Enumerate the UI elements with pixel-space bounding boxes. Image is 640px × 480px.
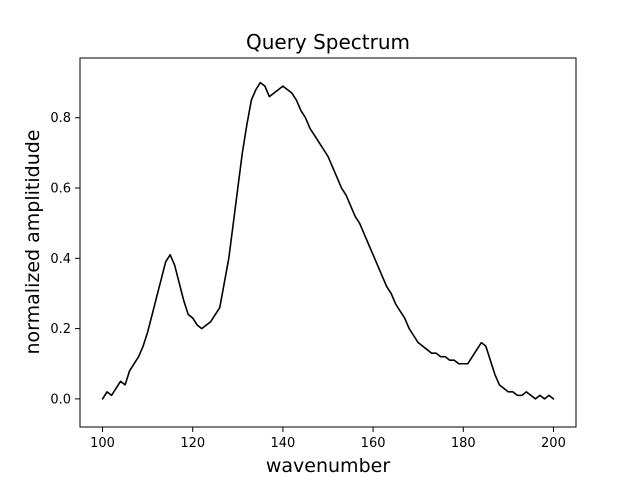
y-axis: 0.0 0.2 0.4 0.6 0.8 bbox=[50, 111, 80, 407]
x-tick-label: 140 bbox=[270, 436, 295, 451]
y-tick-label: 0.6 bbox=[50, 182, 71, 197]
y-tick-label: 0.8 bbox=[50, 111, 71, 126]
chart-title: Query Spectrum bbox=[246, 30, 410, 54]
x-tick-label: 180 bbox=[451, 436, 476, 451]
x-axis: 100 120 140 160 180 200 bbox=[90, 427, 566, 451]
series-line bbox=[101, 81, 555, 400]
x-axis-label: wavenumber bbox=[266, 455, 390, 477]
x-tick-label: 200 bbox=[541, 436, 566, 451]
plot-area bbox=[79, 57, 577, 428]
y-tick-label: 0.0 bbox=[50, 392, 71, 407]
plot-background bbox=[80, 58, 576, 427]
y-tick-label: 0.4 bbox=[50, 252, 71, 267]
y-axis-label: normalized amplitidude bbox=[22, 130, 44, 355]
plot-frame bbox=[79, 57, 577, 428]
x-tick-label: 120 bbox=[180, 436, 205, 451]
y-tick-label: 0.2 bbox=[50, 322, 71, 337]
x-tick-label: 160 bbox=[361, 436, 386, 451]
x-tick-label: 100 bbox=[90, 436, 115, 451]
